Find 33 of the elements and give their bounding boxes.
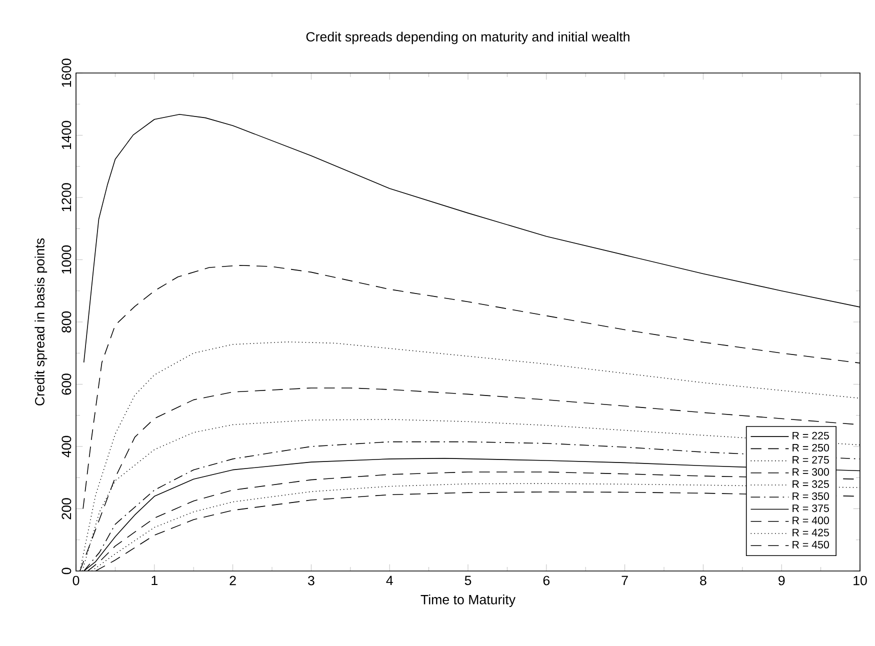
legend-label: R = 450 [792, 540, 829, 548]
x-tick-label: 10 [854, 576, 867, 586]
y-tick-label: 1200 [62, 183, 72, 212]
chart-title: Credit spreads depending on maturity and initial wealth [306, 32, 630, 44]
legend-label: R = 300 [792, 468, 829, 476]
y-tick-label: 0 [62, 568, 72, 574]
x-tick-label: 2 [230, 576, 236, 586]
x-tick-label: 7 [622, 576, 628, 586]
x-tick-label: 3 [308, 576, 314, 586]
legend-label: R = 225 [792, 432, 829, 440]
y-tick-label: 600 [62, 374, 72, 395]
legend-label: R = 250 [792, 444, 829, 452]
y-tick-label: 800 [62, 311, 72, 333]
legend-label: R = 375 [792, 504, 829, 512]
legend-label: R = 350 [792, 492, 829, 500]
x-tick-label: 0 [72, 576, 80, 586]
x-tick-label: 1 [152, 576, 158, 586]
x-tick-label: 6 [543, 576, 550, 586]
legend-label: R = 400 [792, 516, 829, 524]
legend-label: R = 425 [792, 528, 829, 536]
y-tick-label: 1600 [62, 58, 72, 87]
x-tick-label: 4 [386, 576, 393, 586]
y-tick-label: 1000 [62, 245, 72, 274]
legend-label: R = 325 [792, 480, 829, 488]
y-tick-label: 400 [62, 436, 72, 458]
y-tick-label: 200 [62, 498, 72, 520]
y-tick-label: 1400 [62, 120, 72, 150]
x-tick-label: 9 [778, 576, 785, 586]
x-tick-label: 5 [464, 576, 472, 586]
legend-label: R = 275 [792, 456, 829, 464]
x-tick-label: 8 [700, 576, 706, 586]
x-axis-title: Time to Maturity [420, 594, 516, 607]
y-axis-title: Credit spread in basis points [34, 238, 48, 406]
